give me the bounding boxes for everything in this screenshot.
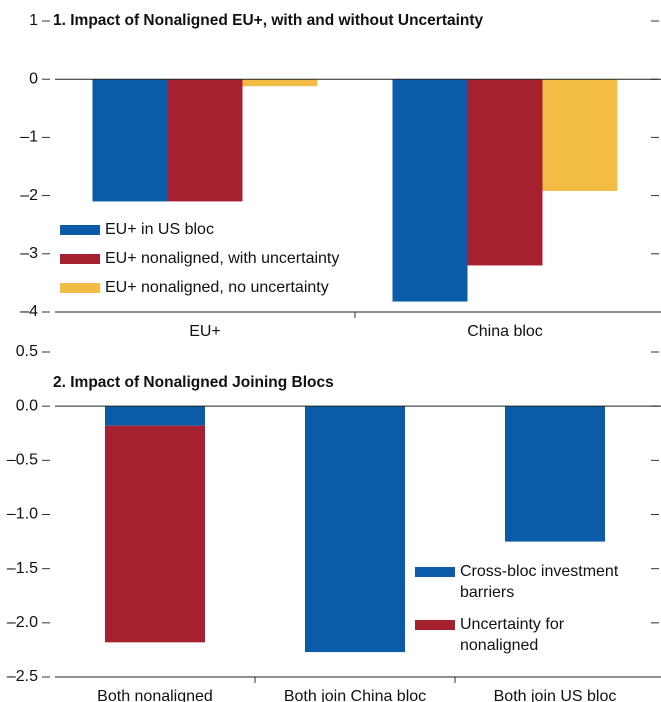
y-tick-label: 0.5 xyxy=(16,343,38,360)
y-tick-label: –1.5 xyxy=(7,560,38,577)
legend-label: EU+ nonaligned, no uncertainty xyxy=(105,279,329,296)
bar xyxy=(92,79,168,202)
legend-swatch xyxy=(60,254,100,264)
bar xyxy=(105,425,205,643)
y-tick-label: –1 xyxy=(20,129,38,146)
legend-swatch xyxy=(415,567,455,577)
x-tick-label: China bloc xyxy=(467,323,543,340)
panel-title: 1. Impact of Nonaligned EU+, with and wi… xyxy=(53,12,484,29)
y-tick-label: 1 xyxy=(29,12,38,29)
legend-label: EU+ nonaligned, with uncertainty xyxy=(105,250,340,267)
legend-label: Cross-bloc investment barriers xyxy=(460,563,619,601)
y-tick-label: 0 xyxy=(29,70,38,87)
x-tick-label: EU+ xyxy=(189,323,221,340)
bar xyxy=(167,79,243,202)
bar xyxy=(105,406,205,426)
bar xyxy=(392,79,468,302)
bar xyxy=(505,406,605,542)
bar xyxy=(242,79,318,87)
legend-swatch xyxy=(60,283,100,293)
bar xyxy=(542,79,618,191)
bar xyxy=(305,406,405,653)
panel-title: 2. Impact of Nonaligned Joining Blocs xyxy=(53,374,334,391)
x-tick-label: Both nonaligned xyxy=(97,688,213,702)
legend-swatch xyxy=(415,620,455,630)
y-tick-label: –4 xyxy=(20,303,38,320)
legend-label: EU+ in US bloc xyxy=(105,221,214,238)
y-tick-label: –2.0 xyxy=(7,614,38,631)
y-tick-label: 0.0 xyxy=(16,397,38,414)
x-tick-label: Both join US bloc xyxy=(494,688,617,702)
bar xyxy=(467,79,543,266)
y-tick-label: –0.5 xyxy=(7,452,38,469)
y-tick-label: –2 xyxy=(20,187,38,204)
y-tick-label: –1.0 xyxy=(7,506,38,523)
legend-label: Uncertainty for nonaligned xyxy=(460,616,565,654)
y-tick-label: –3 xyxy=(20,245,38,262)
x-tick-label: Both join China bloc xyxy=(284,688,426,702)
legend-swatch xyxy=(60,225,100,235)
y-tick-label: –2.5 xyxy=(7,668,38,685)
